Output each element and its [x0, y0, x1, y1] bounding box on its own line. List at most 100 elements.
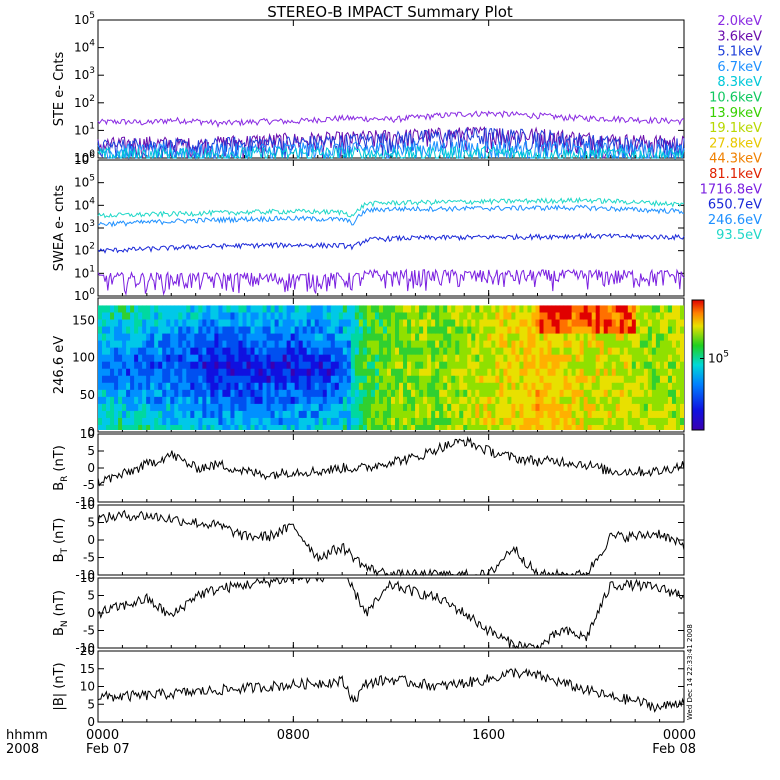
pad-cell [374, 382, 380, 391]
pad-cell [106, 340, 111, 349]
pad-cell [210, 424, 215, 430]
pad-cell [607, 354, 613, 363]
pad-cell [575, 326, 581, 335]
pad-cell [126, 312, 131, 321]
pad-cell [675, 368, 681, 377]
pad-cell [214, 361, 220, 370]
pad-cell [607, 389, 613, 398]
pad-cell [451, 424, 456, 430]
pad-cell [655, 305, 661, 314]
pad-cell [587, 319, 593, 328]
pad-cell [639, 417, 645, 426]
ste-ytick-label: 104 [74, 39, 95, 55]
pad-cell [202, 319, 207, 328]
pad-cell [258, 361, 264, 370]
pad-cell [302, 354, 308, 363]
pad-cell [559, 403, 565, 412]
pad-cell [250, 396, 256, 405]
pad-cell [206, 389, 211, 398]
pad-cell [499, 424, 504, 430]
pad-cell [415, 382, 420, 391]
time-axis-corner-label-year: 2008 [6, 742, 39, 757]
pad-cell [519, 305, 525, 314]
pad-cell [487, 361, 492, 370]
pad-cell [459, 389, 464, 398]
pad-cell [130, 375, 135, 384]
pad-cell [603, 361, 609, 370]
pad-cell [547, 396, 553, 405]
pad-cell [230, 410, 236, 419]
pad-cell [314, 396, 320, 405]
pad-cell [391, 389, 396, 398]
pad-cell [374, 424, 380, 430]
pad-cell [318, 375, 324, 384]
pad-cell [519, 368, 525, 377]
pad-cell [635, 354, 641, 363]
pad-cell [595, 417, 601, 426]
pad-cell [523, 333, 529, 342]
pad-cell [230, 326, 236, 335]
pad-cell [158, 312, 163, 321]
pad-cell [186, 361, 191, 370]
pad-cell [342, 368, 348, 377]
pad-cell [382, 417, 388, 426]
pad-cell [419, 340, 424, 349]
pad-cell [186, 354, 191, 363]
pad-cell [342, 424, 348, 430]
pad-cell [623, 340, 629, 349]
pad-cell [206, 417, 211, 426]
pad-cell [491, 354, 496, 363]
pad-cell [134, 396, 139, 405]
pad-cell [122, 375, 127, 384]
pad-cell [391, 319, 396, 328]
pad-cell [479, 326, 484, 335]
pad-cell [358, 417, 364, 426]
pad-cell [435, 361, 440, 370]
pad-cell [619, 305, 625, 314]
pad-cell [250, 312, 256, 321]
pad-cell [403, 319, 408, 328]
pad-cell [218, 403, 224, 412]
pad-cell [539, 375, 545, 384]
pad-cell [334, 340, 340, 349]
pad-cell [467, 347, 472, 356]
pad-cell [443, 333, 448, 342]
pad-cell [519, 410, 525, 419]
pad-cell [631, 333, 637, 342]
pad-cell [639, 389, 645, 398]
pad-cell [198, 333, 203, 342]
pad-cell [655, 403, 661, 412]
pad-cell [587, 312, 593, 321]
pad-cell [166, 312, 171, 321]
pad-cell [519, 340, 525, 349]
pad-cell [154, 382, 159, 391]
pad-cell [575, 354, 581, 363]
pad-cell [246, 305, 252, 314]
pad-cell [222, 375, 228, 384]
pad-cell [102, 396, 107, 405]
pad-cell [415, 305, 420, 314]
pad-cell [531, 347, 537, 356]
pad-cell [431, 305, 436, 314]
pad-cell [314, 312, 320, 321]
pad-cell [675, 382, 681, 391]
pad-cell [655, 368, 661, 377]
pad-cell [447, 326, 452, 335]
pad-cell [142, 354, 147, 363]
pad-cell [647, 340, 653, 349]
pad-cell [587, 340, 593, 349]
pad-ytick-label: 100 [72, 351, 95, 365]
pad-cell [455, 326, 460, 335]
pad-cell [515, 396, 521, 405]
pad-cell [198, 368, 203, 377]
pad-cell [278, 312, 284, 321]
pad-cell [382, 382, 388, 391]
pad-cell [479, 424, 484, 430]
pad-cell [298, 368, 304, 377]
pad-cell [607, 368, 613, 377]
pad-cell [134, 375, 139, 384]
pad-cell [142, 305, 147, 314]
pad-cell [547, 417, 553, 426]
pad-cell [362, 368, 368, 377]
pad-cell [250, 347, 256, 356]
